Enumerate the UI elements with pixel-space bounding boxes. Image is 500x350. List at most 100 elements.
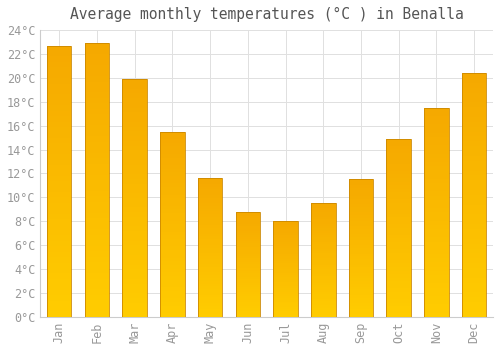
Bar (348, 309, 374, 311)
Bar (348, 226, 374, 229)
Bar (274, 221, 298, 223)
Bar (198, 303, 222, 306)
Bar (462, 122, 486, 127)
Bar (236, 298, 260, 300)
Bar (122, 112, 147, 117)
Bar (386, 292, 411, 295)
Bar (122, 150, 147, 155)
Bar (236, 212, 260, 317)
Bar (236, 247, 260, 250)
Bar (424, 108, 448, 112)
Bar (160, 150, 184, 154)
Bar (311, 208, 336, 210)
Bar (386, 156, 411, 160)
Bar (462, 151, 486, 156)
Bar (348, 190, 374, 193)
Bar (198, 298, 222, 300)
Bar (236, 233, 260, 235)
Bar (236, 256, 260, 258)
Bar (462, 263, 486, 268)
Bar (198, 264, 222, 267)
Bar (84, 202, 109, 208)
Bar (84, 49, 109, 54)
Bar (47, 230, 72, 236)
Bar (122, 245, 147, 250)
Bar (47, 138, 72, 143)
Bar (424, 129, 448, 133)
Bar (274, 259, 298, 261)
Bar (311, 303, 336, 306)
Bar (274, 263, 298, 265)
Bar (386, 164, 411, 167)
Bar (348, 237, 374, 240)
Bar (386, 281, 411, 285)
Bar (198, 275, 222, 278)
Bar (122, 146, 147, 150)
Bar (348, 262, 374, 265)
Bar (160, 298, 184, 302)
Bar (462, 146, 486, 151)
Bar (198, 256, 222, 259)
Bar (348, 232, 374, 235)
Bar (236, 296, 260, 298)
Bar (236, 279, 260, 281)
Bar (84, 180, 109, 186)
Bar (311, 205, 336, 208)
Bar (122, 98, 147, 103)
Bar (311, 235, 336, 237)
Bar (311, 262, 336, 265)
Bar (424, 141, 448, 145)
Bar (348, 201, 374, 204)
Bar (274, 240, 298, 242)
Bar (462, 136, 486, 141)
Bar (47, 262, 72, 268)
Bar (236, 302, 260, 304)
Bar (84, 147, 109, 153)
Bar (84, 98, 109, 103)
Bar (424, 308, 448, 313)
Bar (274, 244, 298, 246)
Bar (424, 220, 448, 225)
Bar (236, 273, 260, 275)
Bar (386, 313, 411, 317)
Bar (198, 189, 222, 192)
Bar (311, 292, 336, 294)
Bar (348, 212, 374, 215)
Bar (274, 238, 298, 240)
Bar (348, 218, 374, 220)
Bar (386, 249, 411, 253)
Bar (236, 250, 260, 252)
Bar (386, 160, 411, 164)
Bar (198, 284, 222, 286)
Bar (311, 233, 336, 235)
Bar (198, 259, 222, 261)
Bar (348, 188, 374, 190)
Bar (236, 212, 260, 214)
Bar (160, 143, 184, 146)
Bar (160, 209, 184, 213)
Bar (311, 265, 336, 267)
Bar (386, 253, 411, 256)
Bar (198, 281, 222, 284)
Bar (160, 261, 184, 265)
Bar (462, 161, 486, 166)
Bar (122, 84, 147, 89)
Bar (424, 225, 448, 229)
Bar (311, 283, 336, 285)
Bar (198, 217, 222, 220)
Bar (236, 310, 260, 313)
Bar (236, 252, 260, 254)
Bar (47, 46, 72, 317)
Bar (311, 242, 336, 244)
Bar (236, 308, 260, 310)
Bar (122, 79, 147, 317)
Bar (386, 306, 411, 310)
Bar (311, 203, 336, 317)
Bar (160, 306, 184, 309)
Bar (462, 117, 486, 122)
Bar (160, 187, 184, 191)
Bar (348, 256, 374, 259)
Bar (386, 299, 411, 303)
Bar (84, 136, 109, 142)
Bar (84, 196, 109, 202)
